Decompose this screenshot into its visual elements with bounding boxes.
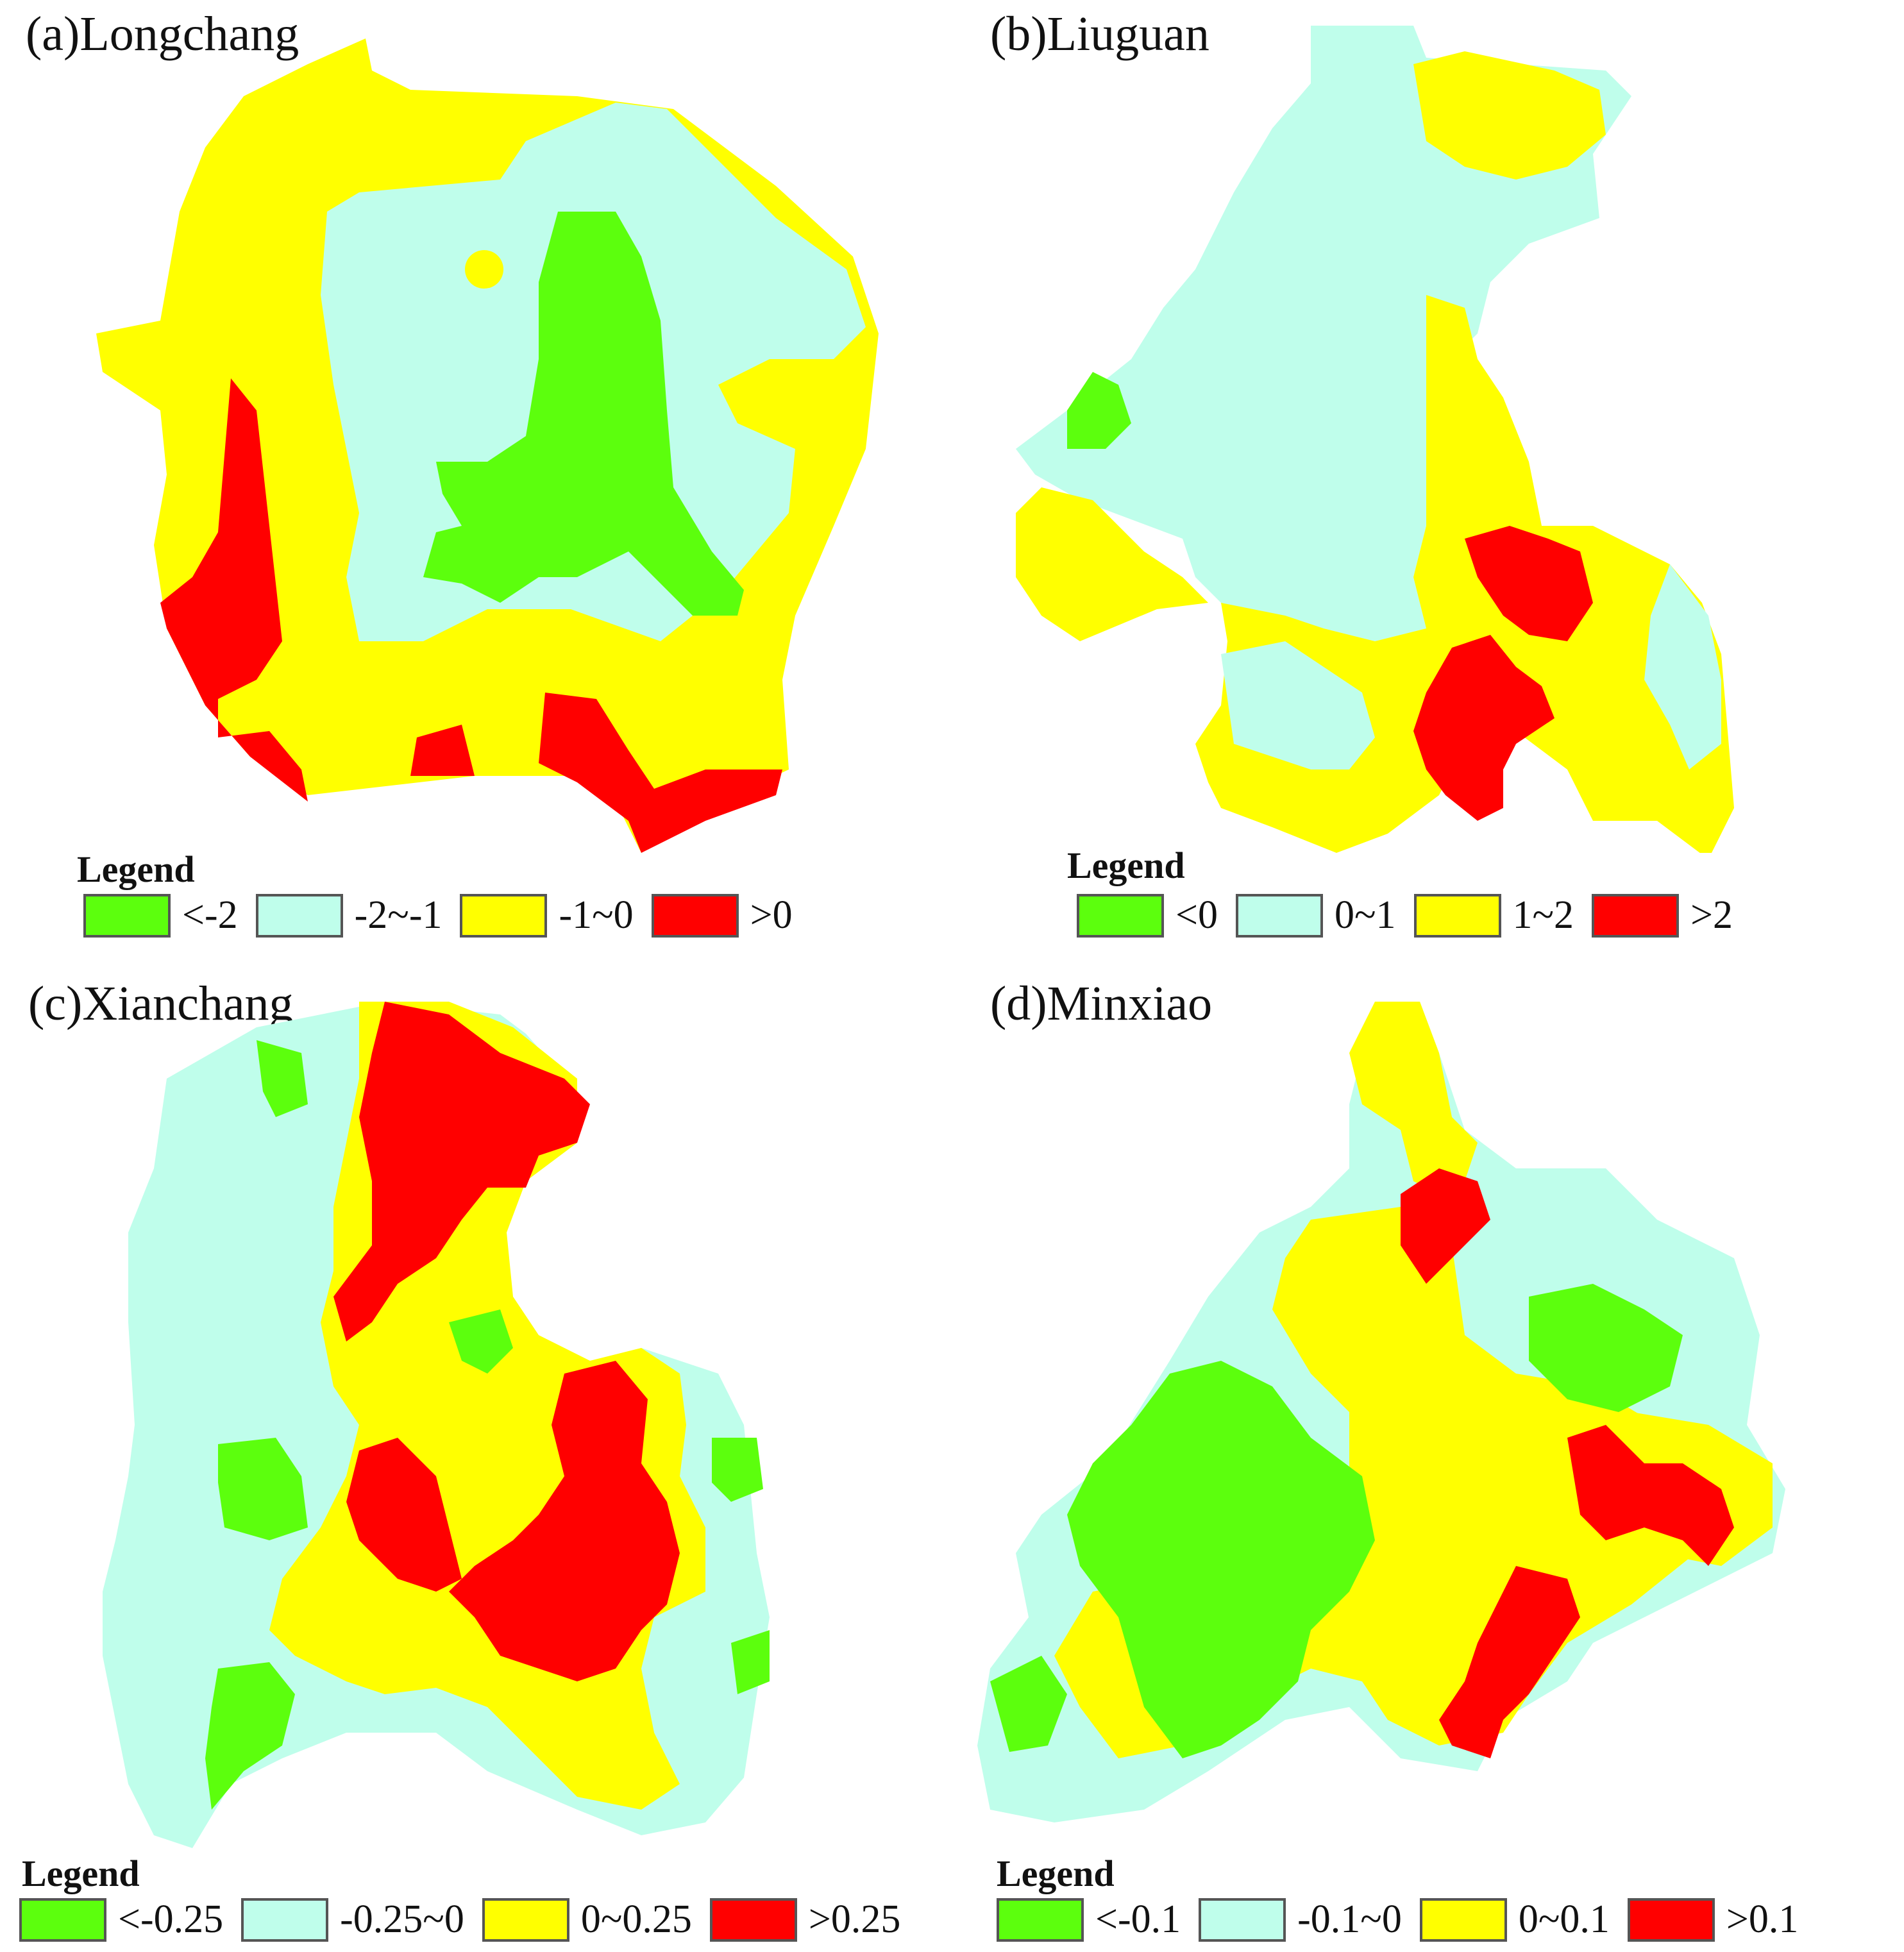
zone-green xyxy=(1529,1284,1683,1412)
legend-item: <-0.25 xyxy=(19,1897,223,1942)
zone-cyan xyxy=(1016,26,1631,641)
zone-red xyxy=(1465,526,1593,641)
panel-minxiao: (d)Minxiao Legend <-0.1 -0.1~0 0~0.1 >0.… xyxy=(952,976,1903,1952)
panel-title: (d)Minxiao xyxy=(990,977,1213,1031)
legend-item: <-0.1 xyxy=(997,1897,1181,1942)
zone-yellow xyxy=(1234,1207,1696,1746)
legend-label: 0~0.25 xyxy=(580,1897,692,1941)
legend-label: 1~2 xyxy=(1512,893,1574,937)
legend-item: <-2 xyxy=(83,893,238,938)
legend: <-2 -2~-1 -1~0 >0 xyxy=(83,893,811,938)
zone-green xyxy=(423,212,744,616)
legend-label: -0.1~0 xyxy=(1297,1897,1402,1941)
zone-red xyxy=(1413,635,1554,821)
legend-swatch xyxy=(241,1897,329,1942)
legend-swatch xyxy=(651,893,739,938)
zone-red xyxy=(1401,1168,1490,1284)
legend-label: >0.1 xyxy=(1726,1897,1799,1941)
legend-swatch xyxy=(1592,893,1680,938)
legend-label: >0 xyxy=(750,893,793,937)
legend-swatch xyxy=(83,893,171,938)
legend-label: -0.25~0 xyxy=(340,1897,464,1941)
legend: <-0.1 -0.1~0 0~0.1 >0.1 xyxy=(997,1897,1816,1942)
legend-label: <-2 xyxy=(182,893,238,937)
legend-label: -2~-1 xyxy=(354,893,442,937)
map-liuguan xyxy=(1016,26,1734,853)
legend-item: >2 xyxy=(1592,893,1733,938)
legend-title: Legend xyxy=(77,848,195,890)
legend-item: -0.1~0 xyxy=(1199,1897,1402,1942)
zone-red xyxy=(160,378,308,802)
legend-item: -2~-1 xyxy=(255,893,442,938)
legend-label: -1~0 xyxy=(559,893,634,937)
legend-item: 1~2 xyxy=(1413,893,1574,938)
zone-yellow xyxy=(1349,1002,1478,1194)
zone-green xyxy=(731,1630,770,1694)
zone-green xyxy=(1067,1361,1375,1758)
zone-red xyxy=(333,1002,590,1342)
legend-item: <0 xyxy=(1077,893,1218,938)
legend-swatch xyxy=(709,1897,797,1942)
legend-item: >0.1 xyxy=(1627,1897,1799,1942)
panel-title: (c)Xianchang xyxy=(28,977,294,1031)
panel-title: (a)Longchang xyxy=(26,7,299,61)
legend-item: >0.25 xyxy=(709,1897,901,1942)
legend-swatch xyxy=(460,893,548,938)
zone-green xyxy=(205,1662,295,1810)
legend-title: Legend xyxy=(997,1853,1115,1894)
zone-red xyxy=(1439,1566,1580,1758)
zone-red xyxy=(346,1438,462,1592)
map-longchang xyxy=(96,38,879,853)
legend-swatch xyxy=(1235,893,1323,938)
zone-red xyxy=(410,725,475,776)
panel-longchang: (a)Longchang Legend <-2 -2~-1 -1~0 >0 xyxy=(0,0,952,976)
legend-label: 0~1 xyxy=(1334,893,1396,937)
legend-item: 0~1 xyxy=(1235,893,1396,938)
zone-green xyxy=(449,1309,513,1374)
legend-title: Legend xyxy=(22,1853,140,1894)
legend-item: 0~0.1 xyxy=(1419,1897,1610,1942)
legend-swatch xyxy=(997,1897,1084,1942)
zone-red xyxy=(449,1361,680,1681)
legend: <-0.25 -0.25~0 0~0.25 >0.25 xyxy=(19,1897,918,1942)
zone-green xyxy=(712,1438,763,1502)
legend-swatch xyxy=(1199,1897,1286,1942)
panel-title: (b)Liuguan xyxy=(990,7,1209,61)
legend-item: -0.25~0 xyxy=(241,1897,464,1942)
legend-swatch xyxy=(1419,1897,1507,1942)
zone-green xyxy=(257,1040,308,1117)
legend-label: 0~0.1 xyxy=(1518,1897,1610,1941)
legend-title: Legend xyxy=(1067,845,1185,886)
map-xianchang xyxy=(103,1002,770,1848)
legend-label: <-0.1 xyxy=(1095,1897,1181,1941)
panel-xianchang: (c)Xianchang Legend <-0.25 -0.25~0 0~0.2… xyxy=(0,976,952,1952)
legend-swatch xyxy=(255,893,343,938)
legend-swatch xyxy=(1627,1897,1715,1942)
legend-label: >2 xyxy=(1690,893,1733,937)
zone-red xyxy=(1567,1425,1734,1566)
legend-item: >0 xyxy=(651,893,793,938)
legend-label: <-0.25 xyxy=(118,1897,224,1941)
legend-label: <0 xyxy=(1175,893,1218,937)
legend-swatch xyxy=(1077,893,1164,938)
zone-green xyxy=(218,1438,308,1540)
legend-label: >0.25 xyxy=(808,1897,901,1941)
legend-swatch xyxy=(1413,893,1501,938)
legend: <0 0~1 1~2 >2 xyxy=(1077,893,1751,938)
panel-liuguan: (b)Liuguan Legend <0 0~1 1~2 >2 xyxy=(952,0,1903,976)
zone-cyan xyxy=(1221,641,1375,770)
map-minxiao xyxy=(977,1002,1785,1822)
legend-item: 0~0.25 xyxy=(482,1897,692,1942)
zone-cyan xyxy=(1644,564,1721,770)
zone-yellow-spot xyxy=(465,250,503,289)
zone-green xyxy=(990,1656,1067,1752)
zone-yellow xyxy=(1016,487,1208,641)
legend-swatch xyxy=(19,1897,106,1942)
legend-swatch xyxy=(482,1897,569,1942)
zone-yellow xyxy=(1413,51,1606,180)
zone-green xyxy=(1067,372,1131,449)
zone-red xyxy=(539,693,782,853)
legend-item: -1~0 xyxy=(460,893,634,938)
